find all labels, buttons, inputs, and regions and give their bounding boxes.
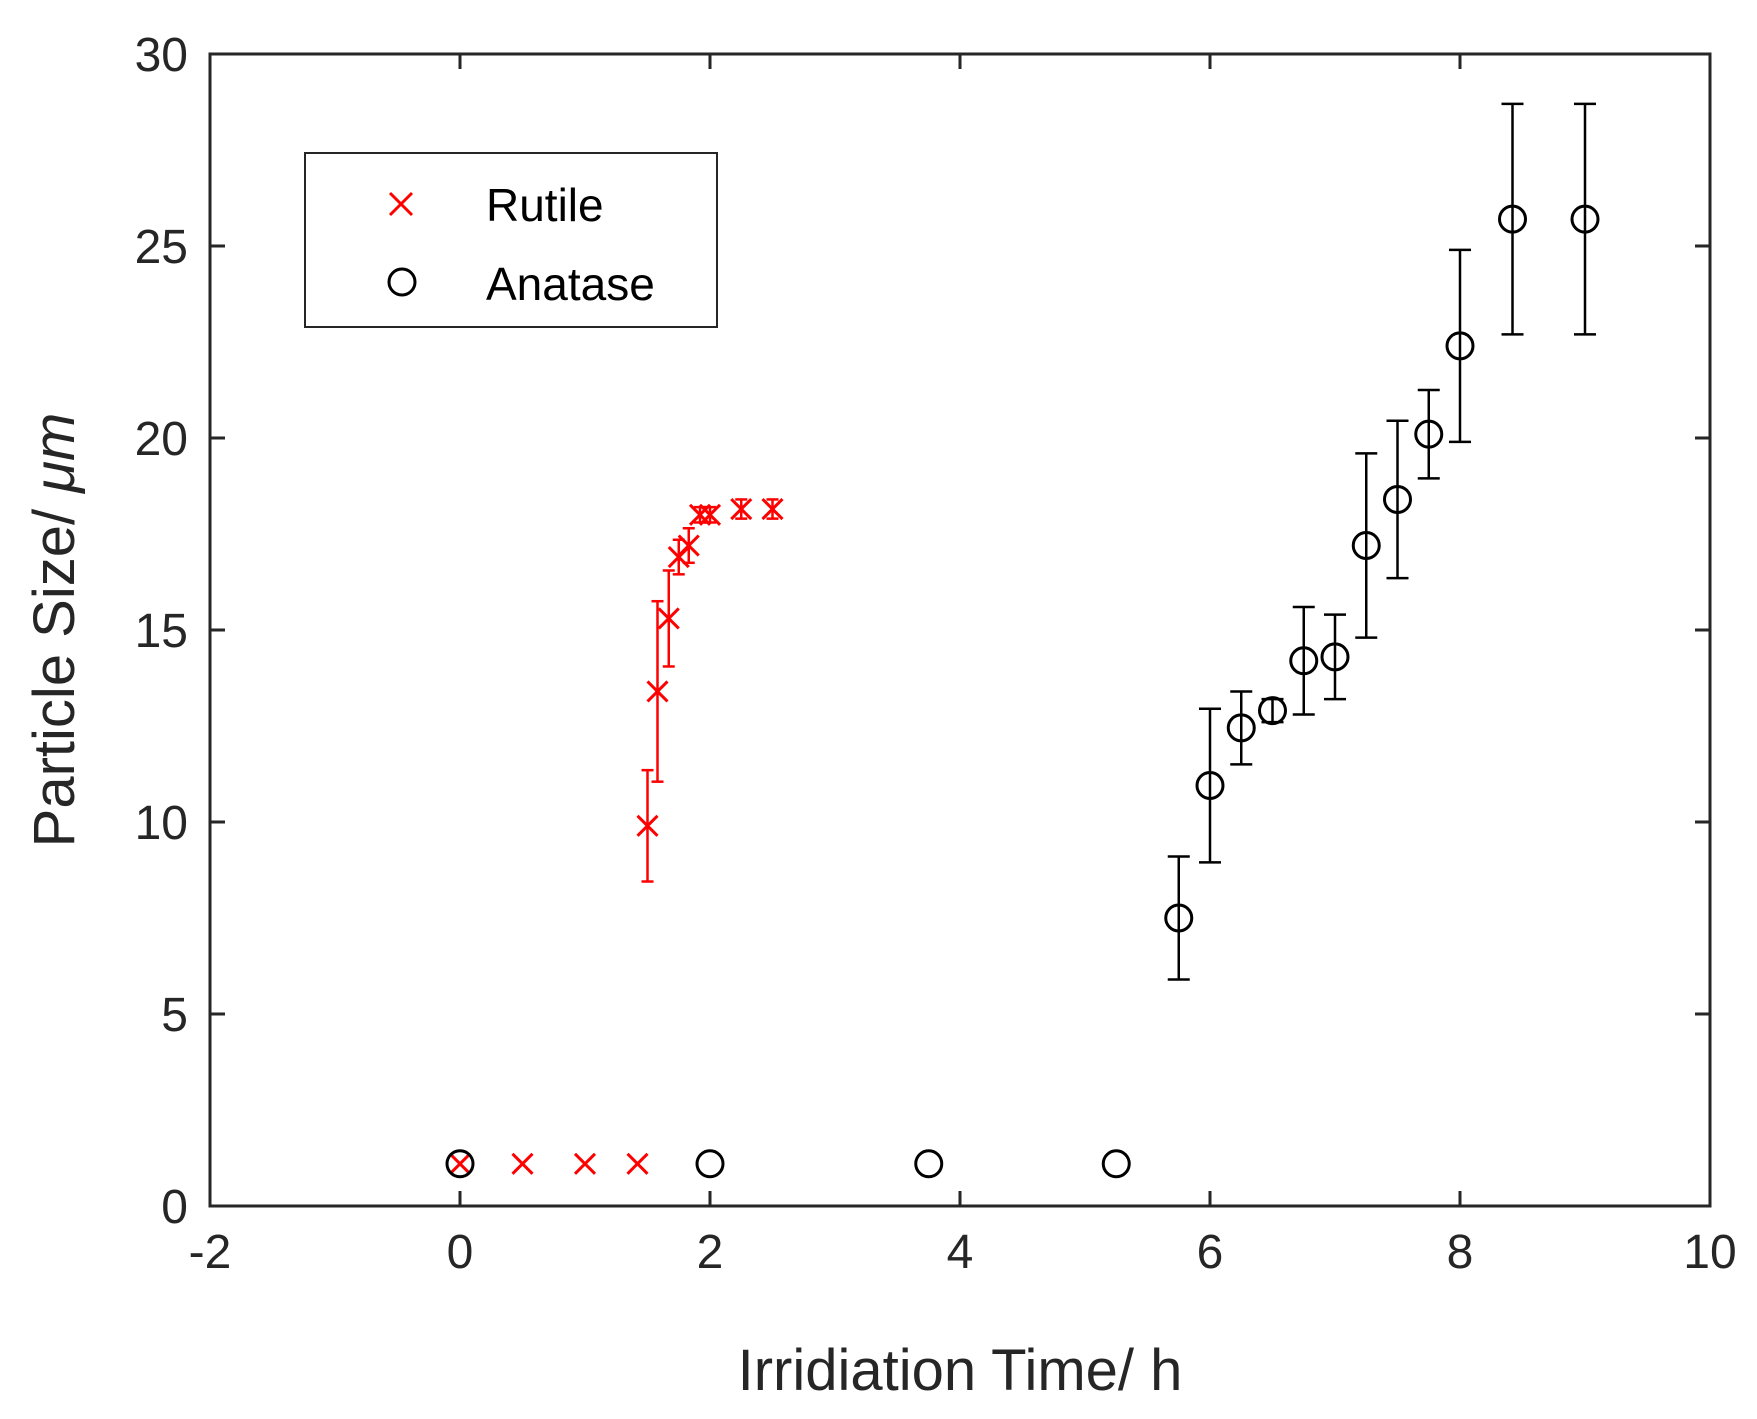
anatase-point bbox=[1258, 696, 1287, 726]
rutile-point bbox=[573, 1152, 597, 1175]
anatase-error-bar bbox=[1167, 855, 1190, 981]
y-tick-label: 0 bbox=[161, 1181, 188, 1234]
legend-label-rutile: Rutile bbox=[486, 179, 604, 231]
anatase-error-bar bbox=[1501, 102, 1524, 336]
x-tick-label: 10 bbox=[1683, 1226, 1736, 1279]
rutile-point bbox=[511, 1152, 534, 1175]
y-tick-label: 25 bbox=[135, 221, 188, 274]
series-rutile bbox=[448, 497, 784, 1175]
y-tick-label: 5 bbox=[161, 989, 188, 1042]
anatase-point bbox=[1498, 204, 1527, 234]
anatase-point bbox=[1320, 642, 1350, 672]
rutile-point bbox=[626, 1152, 649, 1175]
anatase-error-bar bbox=[1355, 452, 1378, 639]
legend-box bbox=[304, 152, 718, 328]
anatase-point bbox=[1414, 419, 1444, 449]
y-axis-label: Particle Size/ μm bbox=[22, 413, 87, 848]
anatase-point bbox=[1570, 204, 1600, 234]
x-tick-label: 2 bbox=[697, 1226, 724, 1279]
rutile-point bbox=[677, 534, 700, 557]
anatase-point bbox=[695, 1149, 725, 1179]
anatase-error-bar bbox=[1324, 613, 1346, 701]
legend-label-anatase: Anatase bbox=[486, 258, 655, 310]
anatase-point bbox=[1101, 1149, 1131, 1179]
x-axis-label: Irridiation Time/ h bbox=[738, 1338, 1183, 1403]
y-tick-label: 10 bbox=[135, 797, 188, 850]
anatase-point bbox=[1383, 484, 1412, 514]
anatase-error-bar bbox=[1386, 419, 1409, 580]
y-tick-label: 20 bbox=[135, 413, 188, 466]
anatase-point bbox=[1445, 331, 1475, 361]
x-tick-label: -2 bbox=[189, 1226, 232, 1279]
series-anatase bbox=[445, 102, 1600, 1179]
x-tick-label: 4 bbox=[947, 1226, 974, 1279]
rutile-point bbox=[636, 814, 659, 837]
anatase-error-bar bbox=[1574, 102, 1596, 336]
anatase-point bbox=[1195, 771, 1225, 801]
rutile-point bbox=[730, 497, 753, 521]
x-tick-label: 6 bbox=[1197, 1226, 1224, 1279]
anatase-error-bar bbox=[1199, 707, 1221, 864]
legend: Rutile Anatase bbox=[304, 152, 718, 328]
legend-marker-rutile bbox=[388, 191, 414, 217]
x-tick-label: 8 bbox=[1447, 1226, 1474, 1279]
rutile-point bbox=[448, 1152, 472, 1175]
x-tick-label: 0 bbox=[447, 1226, 474, 1279]
axes-box bbox=[208, 52, 1712, 1208]
anatase-error-bar bbox=[1449, 248, 1471, 444]
anatase-error-bar bbox=[1230, 690, 1253, 766]
ticks-layer bbox=[208, 52, 1712, 1208]
anatase-point bbox=[445, 1149, 475, 1179]
y-axis-label-text: Particle Size/ bbox=[22, 493, 87, 848]
y-axis-label-unit: μm bbox=[22, 413, 87, 495]
rutile-point bbox=[761, 497, 784, 521]
data-layer bbox=[445, 102, 1600, 1179]
anatase-point bbox=[1164, 903, 1194, 933]
anatase-point bbox=[1351, 531, 1381, 561]
anatase-point bbox=[1289, 646, 1319, 676]
anatase-error-bar bbox=[1417, 388, 1440, 480]
legend-marker-anatase bbox=[387, 267, 417, 297]
y-tick-label: 30 bbox=[135, 29, 188, 82]
anatase-point bbox=[1226, 713, 1256, 743]
rutile-point bbox=[698, 503, 722, 526]
anatase-point bbox=[914, 1149, 944, 1179]
rutile-point bbox=[646, 680, 669, 703]
anatase-error-bar bbox=[1292, 605, 1315, 716]
rutile-point bbox=[657, 607, 680, 630]
y-tick-label: 15 bbox=[135, 605, 188, 658]
